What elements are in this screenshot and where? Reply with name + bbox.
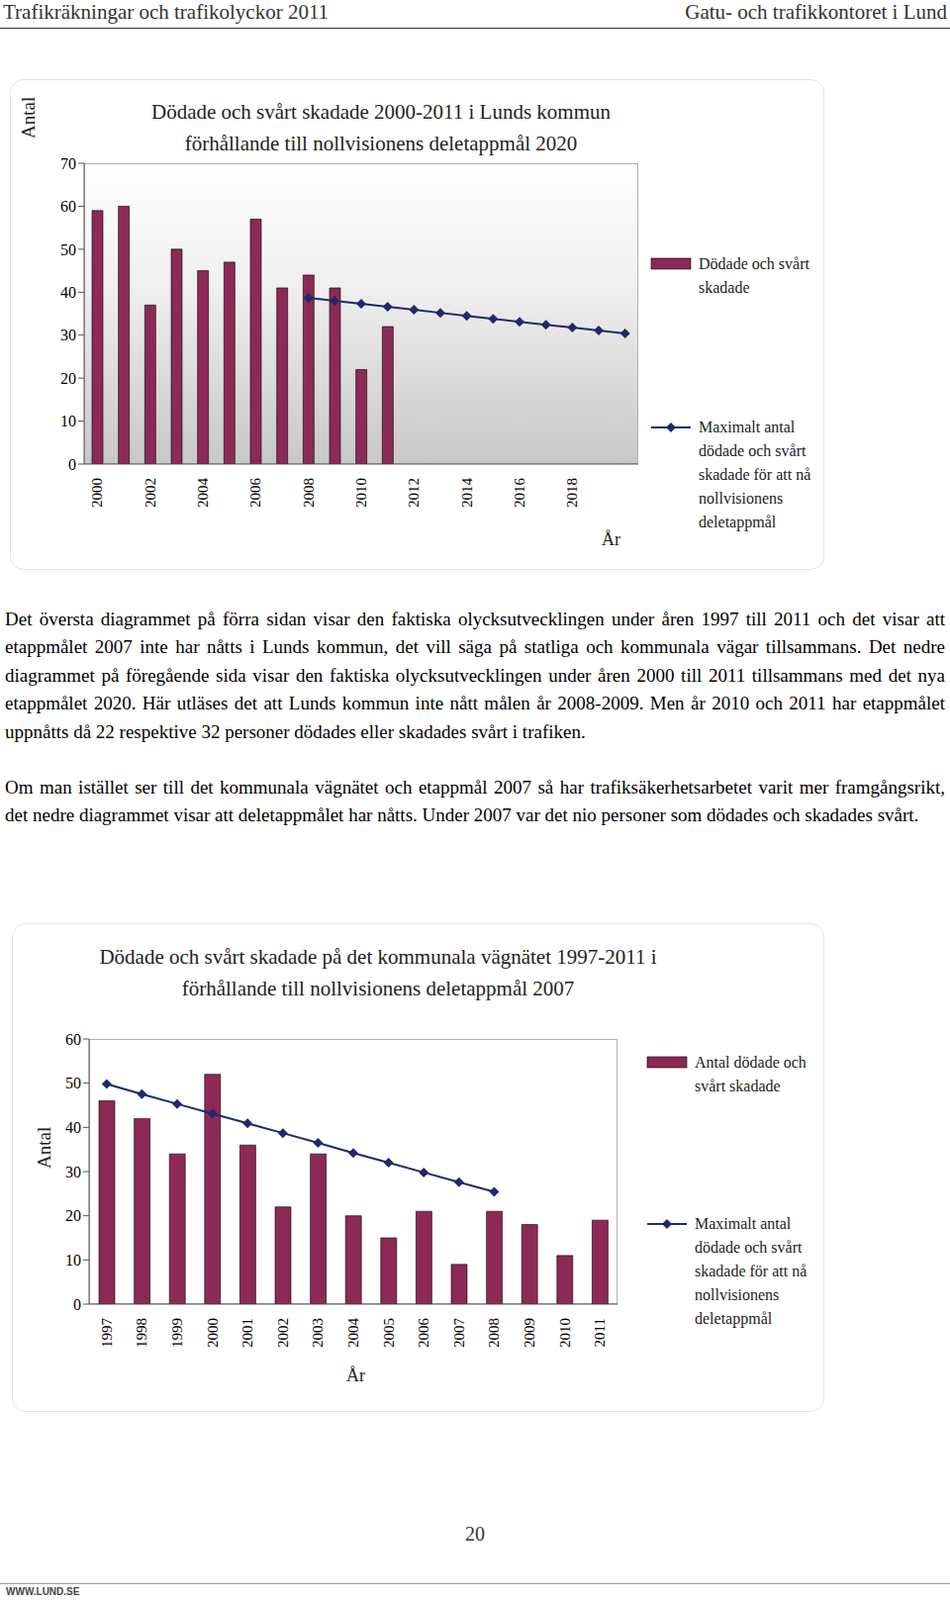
- svg-text:2004: 2004: [345, 1318, 362, 1349]
- svg-text:2011: 2011: [591, 1318, 608, 1347]
- svg-text:0: 0: [73, 1296, 82, 1314]
- svg-text:2005: 2005: [380, 1318, 397, 1348]
- svg-text:2008: 2008: [485, 1318, 502, 1348]
- svg-text:2007: 2007: [451, 1318, 468, 1349]
- svg-text:50: 50: [60, 241, 77, 259]
- svg-text:2014: 2014: [459, 477, 475, 509]
- svg-text:50: 50: [65, 1074, 82, 1092]
- html-text:Dödade och svårt skadade på de: Dödade och svårt skadade på det kommunal…: [99, 945, 657, 1001]
- html-text:Maximalt antal dödade och svår: Maximalt antal dödade och svårt skadade …: [698, 418, 811, 531]
- html-text:Antal: Antal: [17, 96, 39, 139]
- svg-text:20: 20: [60, 370, 77, 387]
- svg-text:20: 20: [65, 1207, 82, 1225]
- svg-text:2000: 2000: [204, 1318, 221, 1348]
- svg-text:2008: 2008: [300, 477, 317, 508]
- svg-text:2004: 2004: [194, 477, 211, 509]
- svg-text:30: 30: [60, 326, 77, 344]
- html-text:Gatu- och trafikkontoret i Lun: Gatu- och trafikkontoret i Lund: [684, 0, 948, 24]
- html-text:Trafikräkningar och trafikolyc: Trafikräkningar och trafikolyckor 2011: [2, 0, 329, 24]
- svg-text:40: 40: [60, 284, 77, 301]
- svg-text:1997: 1997: [98, 1318, 115, 1349]
- html-text:År: År: [601, 529, 621, 550]
- svg-text:30: 30: [65, 1163, 82, 1181]
- svg-text:2006: 2006: [415, 1318, 432, 1349]
- svg-text:70: 70: [60, 155, 77, 173]
- html-text:Dödade och svårt skadade 2000-: Dödade och svårt skadade 2000-2011 i Lun…: [151, 99, 611, 156]
- html-text:Antal: Antal: [33, 1126, 55, 1169]
- svg-text:2003: 2003: [309, 1318, 326, 1348]
- svg-text:2018: 2018: [564, 477, 580, 508]
- svg-text:1998: 1998: [133, 1318, 150, 1348]
- html-text:Det översta diagrammet på förr: Det översta diagrammet på förra sidan vi…: [4, 608, 946, 742]
- html-text:År: År: [346, 1365, 366, 1386]
- svg-text:2002: 2002: [275, 1318, 291, 1348]
- svg-text:2016: 2016: [511, 477, 528, 509]
- svg-text:60: 60: [60, 197, 77, 215]
- svg-text:1999: 1999: [169, 1318, 186, 1348]
- svg-text:10: 10: [60, 412, 77, 430]
- svg-text:2010: 2010: [353, 477, 370, 508]
- html-text:Antal dödade och svårt skadade: Antal dödade och svårt skadade: [694, 1053, 807, 1095]
- svg-text:2009: 2009: [521, 1318, 538, 1348]
- svg-text:60: 60: [65, 1031, 82, 1048]
- svg-text:2002: 2002: [142, 477, 159, 508]
- html-text:20: 20: [465, 1522, 485, 1545]
- svg-text:2006: 2006: [247, 477, 264, 509]
- svg-text:2000: 2000: [89, 477, 105, 508]
- svg-text:0: 0: [68, 456, 77, 474]
- svg-text:2010: 2010: [557, 1318, 573, 1348]
- html-text:Dödade och svårt skadade: Dödade och svårt skadade: [698, 255, 810, 296]
- svg-text:2012: 2012: [405, 477, 422, 508]
- svg-text:2001: 2001: [239, 1318, 256, 1348]
- html-text:Om man istället ser till det k: Om man istället ser till det kommunala v…: [4, 776, 946, 826]
- html-text:WWW.LUND.SE: WWW.LUND.SE: [5, 1586, 80, 1598]
- svg-text:40: 40: [65, 1119, 82, 1137]
- html-text:Maximalt antal dödade och svår: Maximalt antal dödade och svårt skadade …: [694, 1215, 807, 1328]
- svg-text:10: 10: [65, 1251, 82, 1269]
